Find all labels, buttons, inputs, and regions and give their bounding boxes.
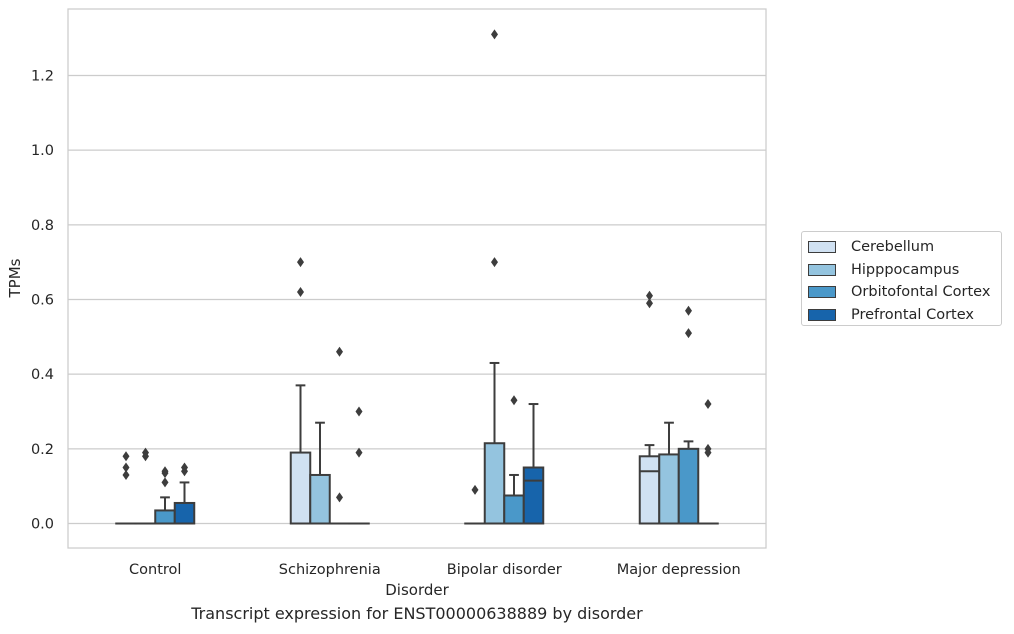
x-tick-label: Major depression (617, 562, 741, 578)
box-series (115, 29, 719, 525)
outlier-point (297, 287, 304, 298)
box-body (289, 451, 312, 525)
box-cerebellum (115, 451, 137, 525)
box-hipppocampus (134, 447, 157, 525)
y-axis-label: TPMs (6, 258, 24, 298)
box-body (677, 447, 700, 525)
y-tick-label: 0.0 (31, 517, 54, 533)
legend-swatch (808, 241, 836, 254)
box-prefrontal-cortex (173, 462, 196, 525)
outlier-point (685, 305, 692, 316)
outlier-point (122, 462, 130, 473)
box-hipppocampus (658, 421, 680, 525)
outlier-point (161, 466, 169, 477)
box-body (638, 455, 661, 525)
box-cerebellum (464, 484, 486, 525)
outlier-point (122, 451, 130, 462)
y-tick-label: 1.2 (31, 69, 54, 85)
legend: Cerebellum Hipppocampus Orbitofontal Corte… (801, 231, 1002, 326)
box-prefrontal-cortex (697, 399, 719, 525)
outlier-point (646, 298, 653, 309)
legend-item: Cerebellum (808, 236, 1001, 259)
box-body (483, 442, 506, 525)
x-tick-label: Bipolar disorder (447, 562, 562, 578)
outlier-point (646, 290, 653, 301)
box-prefrontal-cortex (522, 403, 545, 525)
legend-swatch (808, 308, 836, 321)
outlier-point (142, 447, 149, 458)
x-axis-ticks: Control Schizophrenia Bipolar disorder Majo… (129, 562, 741, 578)
legend-swatch (808, 286, 836, 299)
legend-item: Orbitofontal Cortex (808, 281, 1001, 304)
y-tick-label: 1.0 (31, 143, 54, 159)
y-tick-label: 0.8 (31, 218, 54, 234)
box-hipppocampus (483, 29, 506, 525)
y-tick-label: 0.4 (31, 367, 54, 383)
legend-swatch (808, 263, 836, 276)
legend-item: Hipppocampus (808, 259, 1001, 282)
x-tick-label: Schizophrenia (279, 562, 381, 578)
outlier-point (336, 346, 343, 357)
outlier-point (685, 328, 692, 339)
box-cerebellum (638, 290, 661, 525)
outlier-point (471, 484, 479, 495)
plot-area-frame (67, 8, 767, 549)
outlier-point (704, 443, 712, 454)
outlier-point (181, 462, 188, 473)
legend-label: Orbitofontal Cortex (851, 284, 991, 301)
legend-item: Prefrontal Cortex (808, 304, 1001, 327)
outlier-point (355, 447, 363, 458)
y-tick-label: 0.6 (31, 293, 54, 309)
box-orbitofontal-cortex (154, 466, 176, 525)
outlier-point (491, 257, 498, 268)
legend-label: Hipppocampus (851, 261, 960, 278)
box-body (658, 453, 680, 525)
box-body (173, 501, 196, 525)
outlier-point (161, 477, 169, 488)
outlier-point (510, 395, 518, 406)
legend-label: Cerebellum (851, 239, 935, 256)
x-axis-label: Disorder (385, 581, 449, 599)
box-cerebellum (289, 257, 312, 525)
box-body (503, 494, 525, 525)
x-tick-label: Control (129, 562, 181, 578)
box-orbitofontal-cortex (328, 346, 351, 525)
legend-label: Prefrontal Cortex (851, 306, 974, 323)
box-orbitofontal-cortex (677, 305, 700, 525)
box-orbitofontal-cortex (503, 395, 525, 525)
outlier-point (336, 492, 343, 503)
gridlines (68, 74, 766, 525)
box-body (309, 473, 331, 525)
box-hipppocampus (309, 421, 331, 525)
box-prefrontal-cortex (348, 406, 370, 525)
outlier-point (704, 399, 712, 410)
outlier-point (491, 29, 498, 40)
outlier-point (297, 257, 304, 268)
y-axis-ticks: 0.0 0.2 0.4 0.6 0.8 1.0 1.2 (31, 69, 54, 533)
box-body (154, 509, 176, 525)
figure-caption: Transcript expression for ENST0000063888… (191, 604, 643, 623)
outlier-point (122, 469, 130, 480)
y-tick-label: 0.2 (31, 442, 54, 458)
box-body (522, 466, 545, 525)
outlier-point (355, 406, 363, 417)
